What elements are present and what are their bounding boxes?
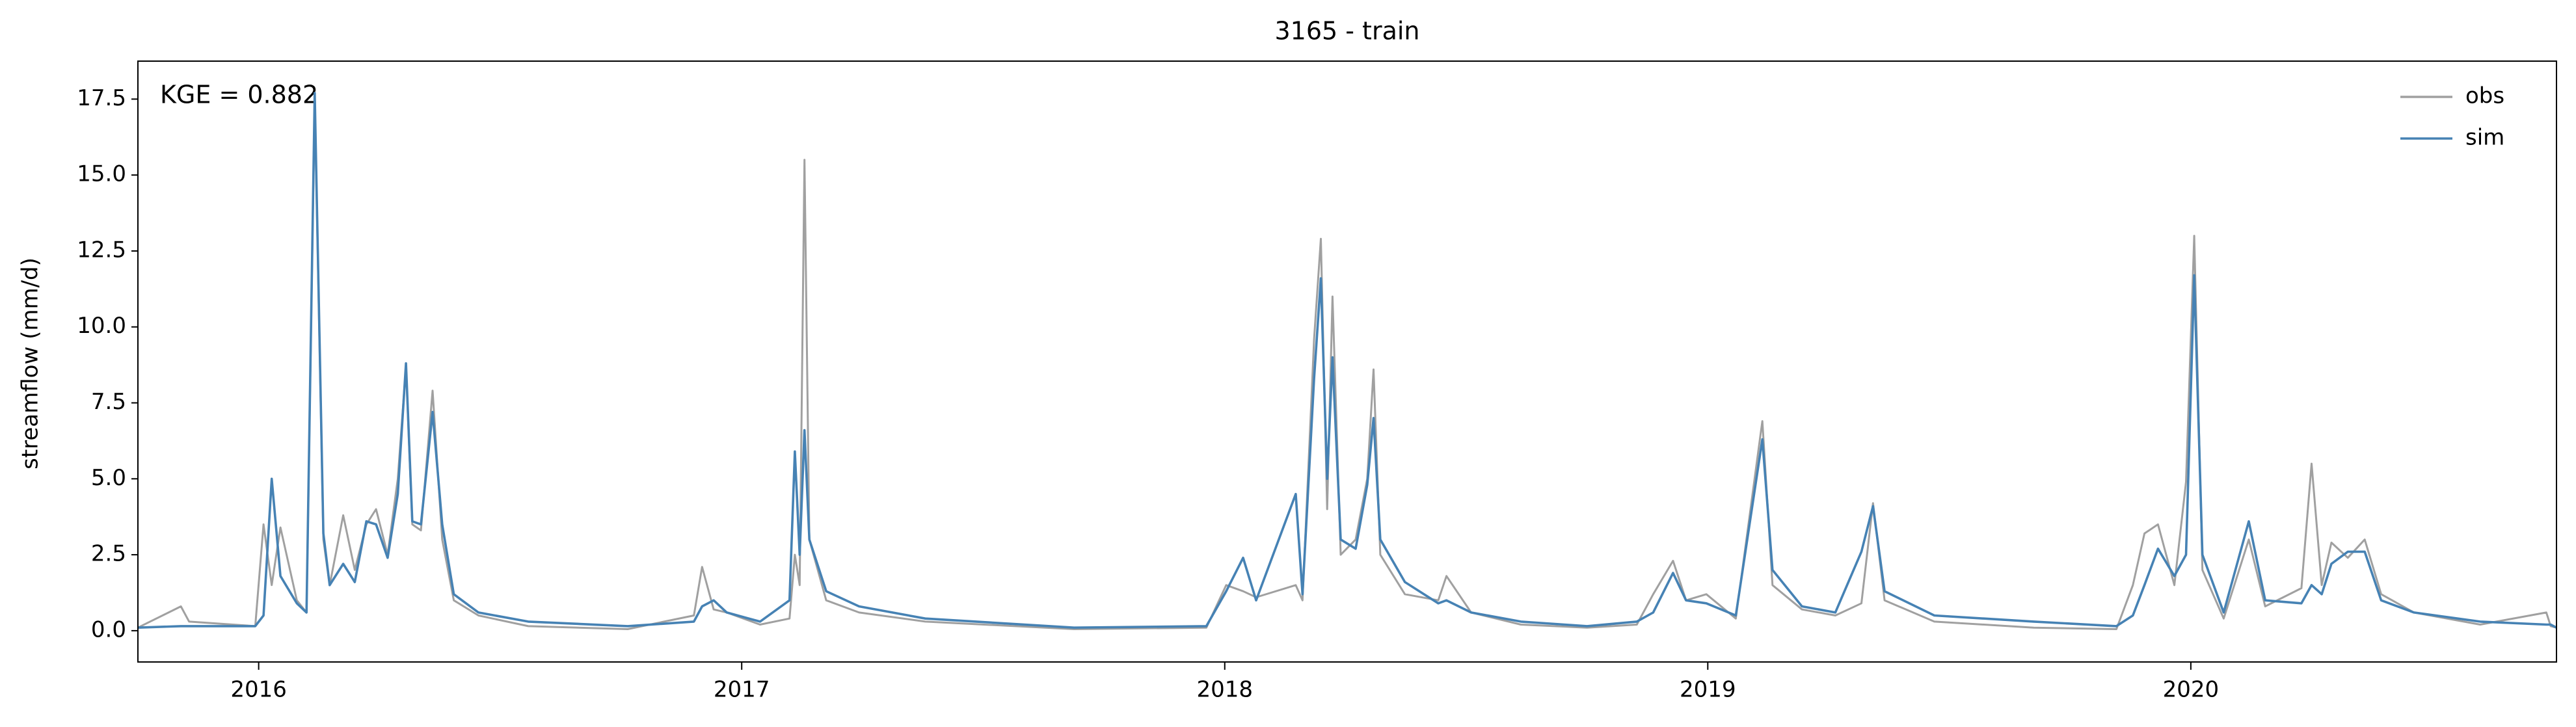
y-tick-label: 10.0: [77, 313, 126, 339]
chart-title: 3165 - train: [1274, 17, 1419, 46]
y-tick-label: 7.5: [91, 389, 126, 415]
y-tick-label: 17.5: [77, 85, 126, 111]
x-tick-label: 2018: [1196, 677, 1253, 703]
x-tick-label: 2020: [2163, 677, 2220, 703]
y-tick-label: 5.0: [91, 465, 126, 491]
y-axis-label: streamflow (mm/d): [18, 258, 44, 469]
series-line: [137, 92, 2557, 629]
legend-label: obs: [2465, 83, 2504, 109]
plot-frame: [137, 60, 2557, 663]
legend-label: sim: [2465, 125, 2504, 151]
x-tick-label: 2019: [1680, 677, 1736, 703]
x-tick-label: 2016: [230, 677, 287, 703]
y-tick-label: 15.0: [77, 161, 126, 187]
series-line: [137, 98, 2557, 630]
y-tick-label: 12.5: [77, 237, 126, 263]
y-tick-label: 0.0: [91, 616, 126, 642]
x-tick-label: 2017: [714, 677, 770, 703]
annotation: KGE = 0.882: [160, 81, 318, 109]
y-tick-label: 2.5: [91, 541, 126, 567]
